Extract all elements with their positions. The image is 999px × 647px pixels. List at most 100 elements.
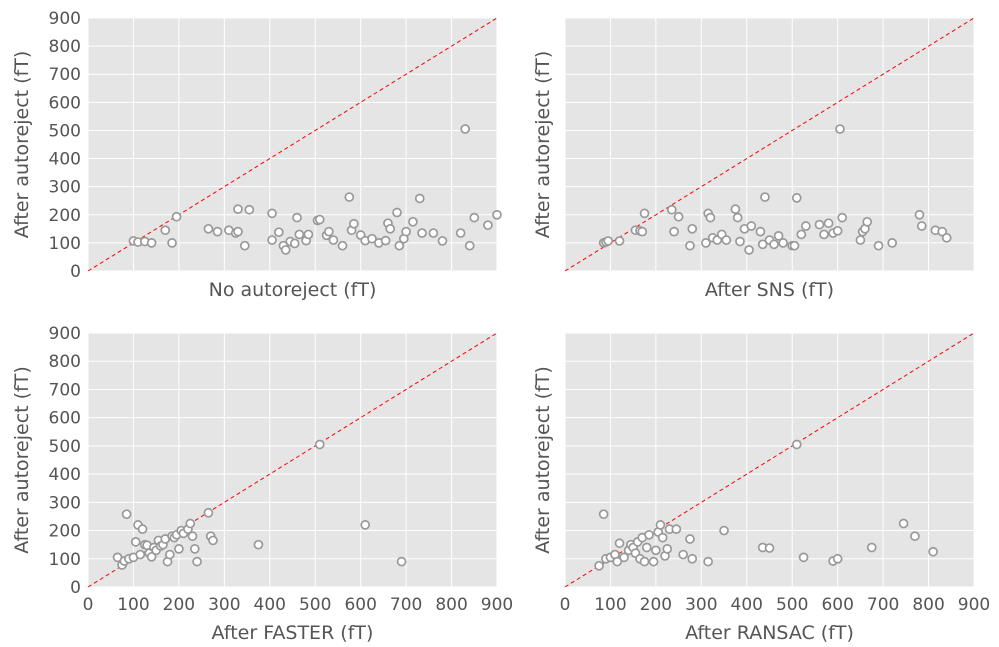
- data-point: [719, 525, 729, 536]
- data-point: [866, 542, 877, 553]
- data-point: [303, 229, 314, 240]
- y-tick-label: 400: [49, 150, 81, 170]
- y-tick-label: 200: [49, 206, 81, 226]
- data-point: [837, 212, 848, 223]
- data-point: [289, 238, 300, 249]
- y-tick-label: 600: [49, 93, 81, 113]
- x-tick-label: 200: [163, 595, 195, 615]
- data-point: [192, 556, 202, 567]
- x-tick-label: 700: [867, 595, 899, 615]
- data-point: [685, 240, 695, 251]
- data-point: [916, 221, 927, 231]
- data-point: [614, 538, 625, 549]
- data-point: [417, 228, 427, 238]
- data-point: [760, 192, 770, 202]
- y-axis-label: After autoreject (fT): [532, 51, 554, 239]
- data-point: [703, 556, 714, 567]
- data-point: [244, 204, 255, 215]
- data-point: [835, 124, 845, 134]
- data-point: [701, 238, 711, 248]
- x-tick-label: 200: [640, 595, 672, 615]
- data-point: [757, 239, 768, 250]
- data-point: [174, 544, 184, 554]
- y-tick-label: 500: [49, 121, 81, 141]
- x-axis-label: After FASTER (fT): [212, 622, 374, 644]
- data-point: [135, 549, 146, 560]
- x-tick-label: 500: [776, 595, 808, 615]
- data-point: [669, 226, 679, 237]
- y-tick-label: 200: [49, 522, 81, 542]
- data-point: [755, 226, 766, 237]
- data-point: [796, 229, 807, 240]
- data-point: [614, 236, 625, 246]
- data-point: [392, 207, 402, 218]
- data-point: [185, 518, 196, 529]
- data-point: [203, 507, 214, 518]
- data-point: [791, 439, 802, 450]
- data-point: [928, 546, 938, 557]
- data-point: [171, 211, 182, 222]
- data-point: [887, 238, 898, 248]
- data-point: [655, 520, 666, 530]
- data-point: [721, 235, 732, 245]
- data-point: [146, 551, 157, 562]
- x-tick-label: 400: [254, 595, 286, 615]
- y-tick-label: 400: [49, 465, 81, 485]
- y-tick-label: 700: [49, 380, 81, 400]
- x-tick-label: 300: [208, 595, 240, 615]
- panel-1: 0 100 200 300 400 500 600 700 800 900 No autorejec…: [11, 9, 502, 301]
- data-point: [414, 193, 425, 204]
- data-point: [380, 235, 391, 246]
- y-tick-label: 500: [49, 437, 81, 457]
- x-tick-label: 500: [299, 595, 331, 615]
- data-point: [437, 236, 448, 246]
- data-point: [673, 211, 684, 222]
- data-point: [349, 218, 359, 229]
- data-point: [648, 556, 659, 567]
- data-point: [744, 245, 754, 255]
- data-point: [280, 245, 291, 255]
- data-point: [239, 240, 250, 251]
- y-axis-label: After autoreject (fT): [11, 51, 33, 239]
- data-point: [778, 238, 788, 248]
- data-point: [685, 534, 695, 544]
- data-point: [460, 124, 471, 134]
- x-tick-label: 800: [912, 595, 944, 615]
- x-axis-label: No autoreject (fT): [209, 279, 377, 301]
- data-point: [730, 204, 741, 215]
- x-tick-label: 600: [821, 595, 853, 615]
- identity-line: [87, 17, 498, 272]
- data-point: [801, 221, 811, 231]
- data-point: [469, 212, 480, 223]
- y-axis-label: After autoreject (fT): [532, 366, 554, 554]
- y-tick-label: 0: [70, 262, 81, 282]
- data-point: [203, 223, 214, 234]
- y-tick-label: 100: [49, 234, 81, 254]
- x-axis-label: After SNS (fT): [705, 279, 834, 301]
- data-point: [146, 238, 157, 248]
- data-point: [639, 556, 650, 567]
- y-tick-label: 900: [49, 324, 81, 344]
- data-point: [324, 226, 334, 237]
- panel-2: After SNS (fT) After autoreject (fT): [532, 17, 975, 301]
- panel-3: 0 100 200 300 400 500 600 700 800 900 0 100 200 300 40…: [11, 324, 513, 644]
- data-point: [862, 216, 873, 227]
- data-point: [637, 226, 648, 237]
- data-point: [746, 221, 757, 231]
- data-point: [898, 518, 909, 529]
- data-point: [328, 235, 339, 245]
- data-point: [401, 226, 411, 237]
- data-point: [314, 214, 325, 225]
- data-point: [832, 553, 843, 564]
- data-point: [337, 240, 348, 251]
- data-point: [212, 226, 223, 237]
- data-point: [789, 240, 800, 251]
- data-point: [253, 539, 264, 550]
- data-point: [274, 227, 284, 238]
- data-point: [314, 439, 325, 450]
- data-point: [137, 524, 148, 534]
- data-point: [267, 235, 277, 245]
- x-tick-label: 800: [435, 595, 467, 615]
- data-point: [464, 240, 475, 251]
